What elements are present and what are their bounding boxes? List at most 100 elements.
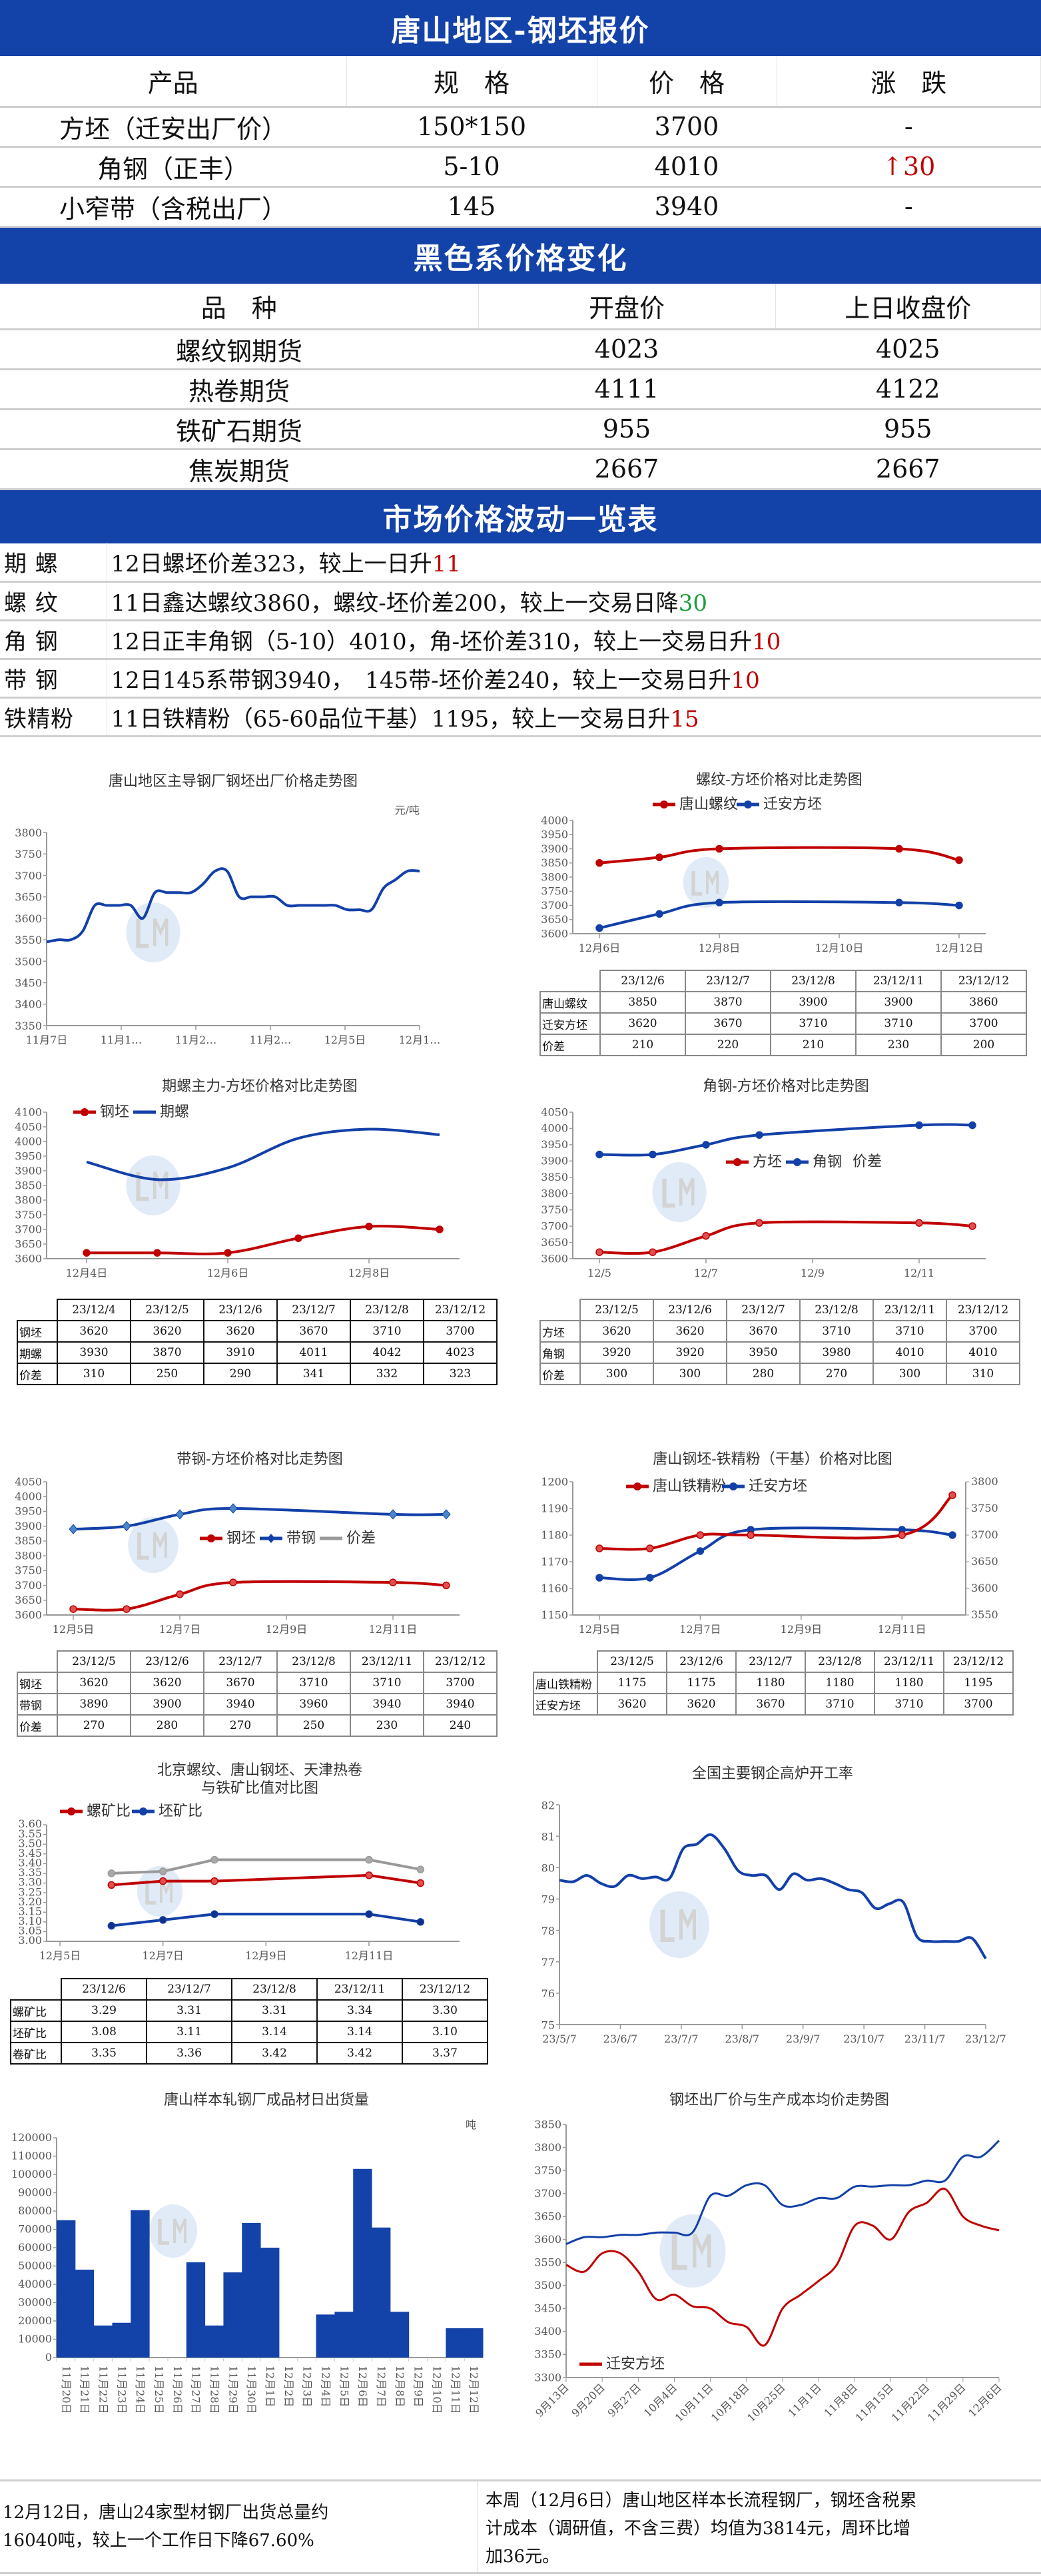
watermark-logo [128,1517,178,1573]
cell-value: 3920 [579,1341,654,1364]
quote-banner: 唐山地区-钢坯报价 [0,0,1041,56]
data-table-header: 23/12/4 23/12/5 23/12/6 23/12/7 23/12/8 23/12… [17,1299,498,1321]
y-tick-label: 3900 [541,842,568,855]
product-change: - [777,107,1041,148]
date-header: 23/12/7 [276,1299,351,1321]
data-table-row: 迁安方坯 3620 3620 3670 3710 3710 3700 [533,1693,1014,1716]
row-label: 角钢 [539,1341,581,1364]
chart-title: 北京螺纹、唐山钢坯、天津热卷 [157,1762,362,1779]
fluct-label: 铁精粉 [0,697,107,737]
x-tick-label: 10月18日 [709,2381,752,2424]
chart-billet-ore: 唐山钢坯-铁精粉（干基）价格对比图 1150 1160 1170 1180 1190 120… [526,1445,1032,1645]
header-change: 涨 跌 [777,56,1041,108]
x-tick-label: 12月5日 [53,1623,95,1636]
watermark-circle [683,857,729,908]
empty-cell [540,970,600,992]
chart-svg-angle-billet: 角钢-方坯价格对比走势图 3600 3650 3700 3750 3800 3850 3900… [541,1078,986,1279]
row-label: 价差 [17,1714,58,1737]
x-tick-label: 11月1… [101,1034,143,1046]
data-point [228,1503,238,1514]
y-tick-label: 3800 [15,826,42,839]
cell-value: 3620 [579,1320,654,1343]
y-tick-label: 1180 [541,1528,568,1541]
series-line-方坯 [599,1220,973,1255]
data-table-ratio: 23/12/6 23/12/7 23/12/8 23/12/11 23/12/12 螺矿比… [10,1978,488,2065]
cell-value: 240 [423,1714,498,1737]
series-line-钢坯 [46,867,420,944]
cell-value: 3860 [940,991,1027,1014]
y2-tick-label: 3650 [971,1555,998,1568]
cell-value: 3940 [350,1693,424,1716]
cell-value: 3940 [423,1693,498,1716]
bar [223,2272,242,2358]
data-point [968,1222,976,1230]
y-tick-label: 3700 [541,1219,568,1232]
cell-value: 270 [799,1363,874,1385]
y-tick-label: 80 [541,1862,555,1875]
cell-value: 3960 [276,1693,351,1716]
y-tick-label: 3800 [541,870,568,883]
x-tick-label: 23/10/7 [843,2033,884,2045]
data-table-strip-billet: 23/12/5 23/12/6 23/12/7 23/12/8 23/12/11 23/1… [17,1650,498,1737]
y-tick-label: 3600 [541,927,568,940]
y-tick-label: 20000 [18,2314,52,2327]
quote-header-row: 产品 规 格 价 格 涨 跌 [0,56,1041,108]
y-tick-label: 100000 [11,2168,52,2180]
y-tick-label: 3600 [15,912,42,925]
cell-value: 3700 [946,1320,1020,1343]
y-tick-label: 78 [541,1925,555,1937]
product-spec: 145 [346,186,597,228]
data-point [210,1910,218,1918]
watermark-l-glyph [137,1532,149,1560]
cell-value: 3950 [726,1341,801,1364]
data-point [895,844,903,853]
header-price: 价 格 [597,56,777,108]
bar [112,2322,131,2358]
y-tick-label: 3750 [541,1203,568,1216]
arrow-up-icon: ↑ [882,152,903,181]
cell-value: 3.29 [61,1999,147,2022]
data-point [442,1509,451,1520]
cell-value: 3.35 [61,2042,147,2065]
cell-value: 1175 [666,1672,737,1694]
data-table-header: 23/12/5 23/12/6 23/12/7 23/12/8 23/12/11 23/1… [533,1650,1014,1673]
data-table-row: 卷矿比 3.35 3.36 3.42 3.42 3.37 [10,2042,488,2065]
cell-value: 3670 [735,1693,806,1716]
y-tick-label: 4000 [541,814,568,826]
y-tick-label: 3700 [15,1579,42,1592]
x-tick-label: 12月11日 [878,1623,926,1636]
data-point [210,1877,218,1885]
cell-value: 3710 [855,1012,942,1035]
data-table-header: 23/12/6 23/12/7 23/12/8 23/12/11 23/12/12 [11,1978,488,2001]
data-point [416,1865,425,1873]
legend-marker [729,1482,737,1490]
legend-marker [733,1158,741,1166]
data-point [365,1222,373,1231]
cell-value: 230 [855,1034,942,1056]
date-header: 23/12/5 [579,1299,654,1321]
y-tick-label: 3700 [15,1223,42,1235]
data-point [702,1141,710,1149]
date-header: 23/12/11 [872,1299,947,1321]
date-header: 23/12/12 [940,970,1027,992]
row-label: 价差 [539,1034,601,1056]
data-point [389,1578,397,1586]
cell-value: 3850 [599,991,686,1014]
legend-marker [633,1482,641,1490]
x-tick-label: 12月9日 [412,2366,425,2408]
x-tick-label: 12月6日 [579,942,621,954]
cell-value: 3620 [130,1672,204,1694]
data-point [755,1131,763,1139]
y-tick-label: 3750 [15,1564,42,1577]
row-label: 方坯 [539,1320,581,1343]
row-label: 螺矿比 [10,1999,62,2022]
y-tick-label: 3650 [541,1236,568,1249]
row-label: 钢坯 [17,1320,58,1343]
futures-name: 铁矿石期货 [0,409,478,450]
y-tick-label: 4050 [541,1106,568,1118]
data-point [649,1150,657,1159]
cell-value: 4010 [872,1341,947,1364]
x-tick-label: 12月5日 [324,1034,366,1046]
cell-value: 3670 [276,1320,351,1343]
legend-label: 方坯 [753,1153,782,1170]
